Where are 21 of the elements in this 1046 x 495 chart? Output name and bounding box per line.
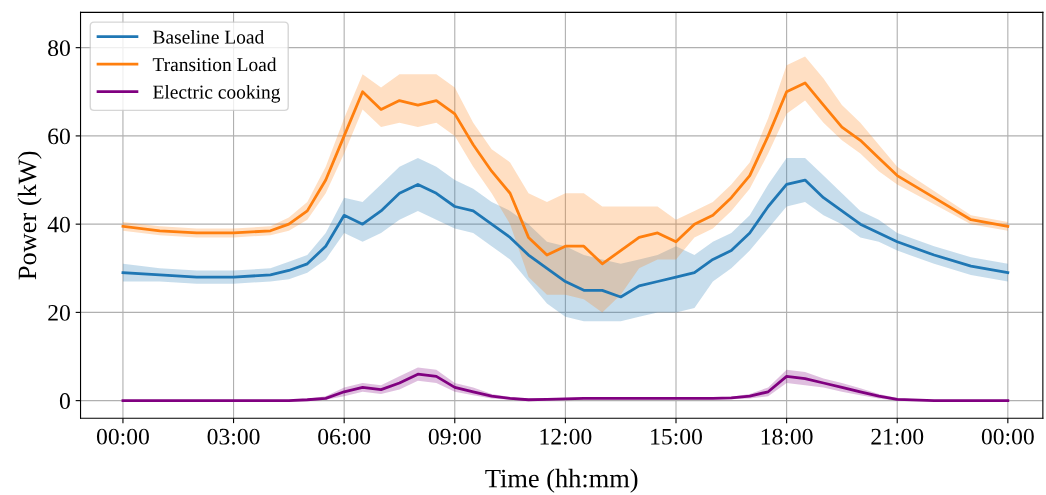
x-tick-label: 09:00 <box>428 428 481 445</box>
x-tick-label: 21:00 <box>871 428 924 445</box>
y-tick-label: 0 <box>59 393 70 410</box>
x-tick-label: 18:00 <box>761 428 813 445</box>
legend-label: Electric cooking <box>153 84 281 103</box>
x-tick-label: 00:00 <box>96 428 149 445</box>
line-series <box>121 178 1010 299</box>
x-tick-label: 06:00 <box>318 428 371 445</box>
legend-label: Transition Load <box>152 57 277 72</box>
y-axis-title: Power (kW) <box>17 151 42 280</box>
x-tick-label: 15:00 <box>651 428 702 445</box>
y-tick-label: 40 <box>47 216 70 233</box>
x-tick-label: 03:00 <box>207 428 260 445</box>
x-tick-label: 12:00 <box>540 428 592 445</box>
x-tick-label: 00:00 <box>981 428 1034 445</box>
y-tick-label: 60 <box>48 128 70 145</box>
legend-label: Baseline Load <box>153 29 265 44</box>
x-axis-title: Time (hh:mm) <box>485 468 638 493</box>
y-tick-label: 80 <box>48 40 70 57</box>
y-tick-label: 20 <box>48 304 70 321</box>
line-series <box>121 81 1010 266</box>
